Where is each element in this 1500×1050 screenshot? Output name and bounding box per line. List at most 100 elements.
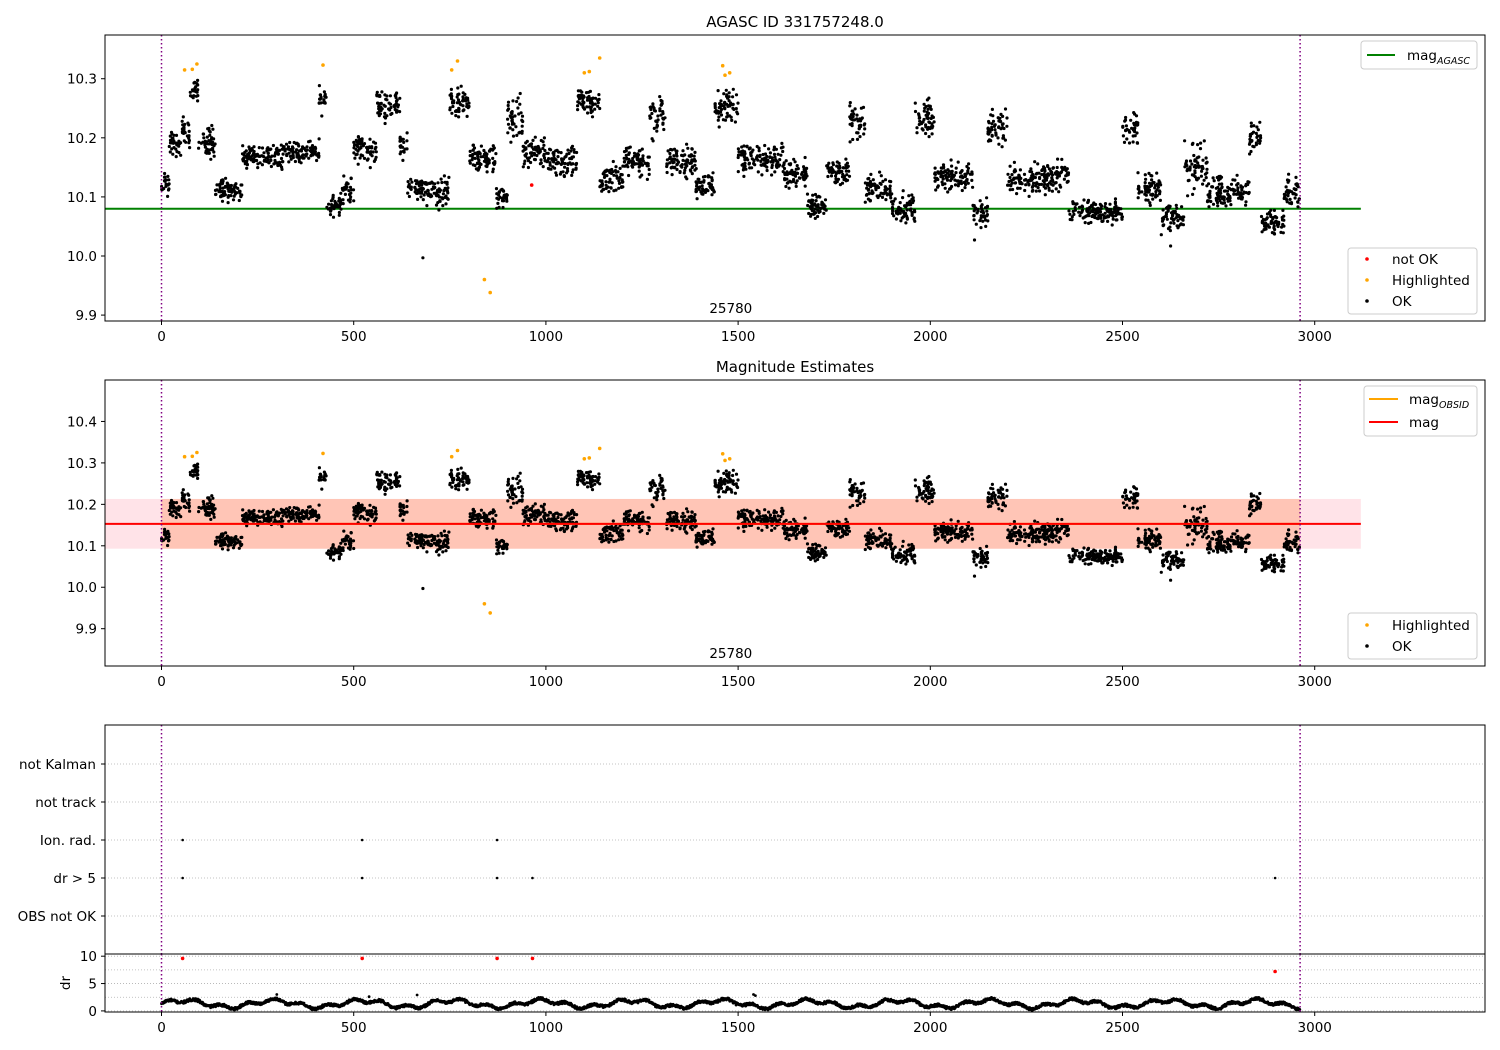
data-point [782, 166, 787, 171]
data-point [256, 166, 260, 170]
data-point [506, 499, 510, 503]
data-point [162, 532, 167, 537]
data-point [727, 99, 731, 103]
data-point [482, 277, 487, 282]
data-point [252, 157, 256, 161]
data-point [661, 121, 665, 125]
data-point [352, 199, 356, 203]
data-point [1149, 173, 1153, 178]
data-point [1286, 194, 1290, 198]
data-point [713, 104, 717, 108]
data-point [494, 187, 499, 191]
data-point [281, 514, 285, 518]
data-point [1232, 192, 1236, 196]
data-point [229, 184, 233, 188]
data-point [689, 526, 693, 530]
data-point [436, 201, 440, 205]
data-point [733, 120, 738, 124]
data-point [348, 185, 353, 189]
data-point [675, 163, 679, 167]
data-point [722, 101, 727, 105]
data-point [1048, 181, 1052, 185]
data-point [405, 147, 409, 151]
data-point [1201, 158, 1205, 162]
data-point [446, 197, 450, 201]
data-point [388, 102, 393, 106]
data-point [517, 131, 521, 135]
data-point [906, 202, 910, 206]
data-point [910, 213, 914, 217]
data-point [1192, 173, 1196, 177]
data-point [784, 184, 788, 189]
data-point [463, 99, 468, 103]
data-point [1135, 131, 1139, 135]
ok-points [160, 462, 1301, 591]
panel1-line-legend: magAGASC [1360, 40, 1478, 70]
data-point [965, 177, 969, 182]
data-point [661, 489, 666, 493]
data-point [807, 199, 811, 203]
data-point [614, 526, 618, 531]
data-point [1252, 124, 1256, 128]
data-point [258, 515, 262, 520]
data-point [547, 517, 551, 521]
data-point [461, 483, 465, 487]
data-point [722, 471, 726, 475]
data-point [1191, 192, 1195, 196]
data-point [723, 482, 727, 486]
data-point [823, 546, 828, 550]
data-point [1284, 197, 1288, 201]
data-point [1134, 123, 1138, 127]
data-point [929, 125, 934, 129]
data-point [848, 104, 852, 108]
data-point [1161, 208, 1165, 212]
data-point [727, 471, 731, 475]
data-point [1147, 188, 1151, 192]
data-point [1281, 208, 1285, 212]
data-point [415, 179, 419, 183]
data-point [245, 524, 249, 528]
data-point [415, 533, 419, 537]
data-point [934, 188, 938, 192]
data-point [373, 147, 377, 151]
data-point [1057, 171, 1061, 175]
data-point [937, 171, 941, 175]
data-point [1258, 134, 1263, 138]
data-point [921, 120, 925, 124]
data-point [491, 167, 495, 171]
data-point [1186, 179, 1190, 183]
data-point [309, 512, 313, 516]
data-point [670, 528, 674, 532]
data-point [443, 533, 447, 538]
data-point [353, 156, 357, 160]
data-point [1153, 183, 1157, 188]
data-point [229, 543, 233, 547]
data-point [548, 510, 552, 514]
data-point [760, 173, 764, 177]
data-point [1121, 134, 1125, 138]
data-point [458, 479, 462, 483]
data-point [681, 158, 685, 162]
x-tick-label: 1500 [721, 329, 755, 345]
data-point [639, 162, 643, 166]
data-point [693, 163, 697, 167]
data-point [569, 511, 573, 516]
data-point [367, 145, 372, 149]
data-point [223, 540, 227, 544]
data-point [436, 181, 440, 185]
data-point [778, 518, 782, 522]
data-point [163, 171, 167, 176]
data-point [172, 509, 176, 513]
legend-label: magAGASC [1407, 48, 1470, 67]
data-point [665, 170, 669, 175]
data-point [389, 486, 393, 490]
data-point [493, 519, 497, 523]
data-point [1184, 162, 1188, 166]
data-point [736, 170, 740, 174]
data-point [954, 171, 958, 175]
data-point [813, 192, 818, 197]
data-point [440, 534, 444, 538]
data-point [398, 110, 402, 114]
data-point [1050, 176, 1054, 180]
data-point [495, 552, 499, 556]
